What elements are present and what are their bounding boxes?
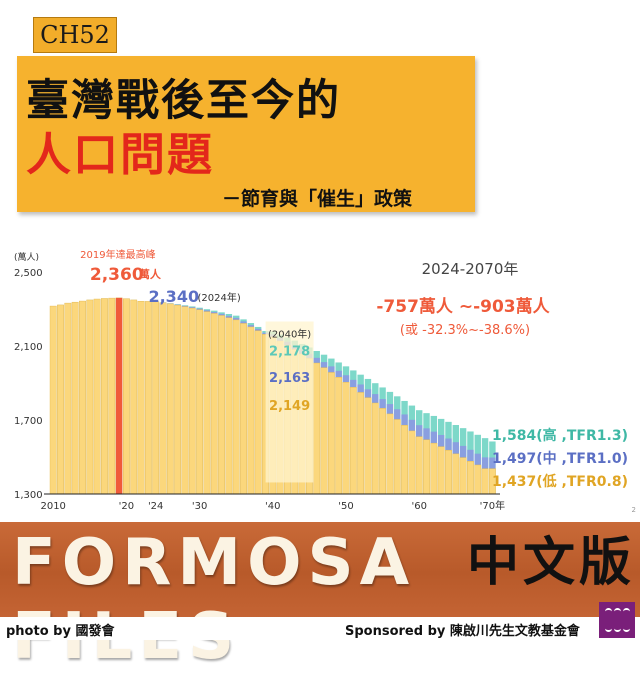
subtitle: －節育與「催生」政策 (222, 188, 413, 210)
bar-low-2064 (445, 449, 452, 495)
bar-low-2051 (349, 387, 357, 495)
bar-low-2048 (327, 372, 335, 495)
peak-title: 2019年達最高峰 (80, 248, 155, 261)
value-2040-high: 2,178 (269, 344, 310, 359)
x-tick-label: '24 (148, 501, 163, 512)
y-tick-label: 1,700 (14, 416, 43, 427)
title-line-2: 人口問題 (26, 128, 215, 181)
range-value: -757萬人 ~-903萬人 (376, 296, 550, 317)
bar-low-2052 (357, 392, 365, 495)
bar-low-2056 (386, 413, 394, 495)
page-number: 2 (632, 506, 636, 514)
range-title: 2024-2070年 (422, 260, 519, 278)
bar-low-2016 (93, 298, 101, 495)
sponsor-credit: Sponsored by 陳啟川先生文教基金會 (345, 624, 580, 639)
bar-low-2032 (210, 313, 218, 495)
end-label-low: 1,437(低 ,TFR0.8) (492, 473, 628, 490)
bar-low-2066 (459, 457, 467, 495)
bar-low-2046 (313, 362, 321, 495)
end-label-mid: 1,497(中 ,TFR1.0) (492, 450, 628, 467)
bar-low-2022 (137, 301, 145, 495)
bar-low-2035 (232, 319, 240, 495)
bar-low-2050 (342, 382, 350, 495)
bar-low-2062 (430, 442, 438, 495)
highlight-2040 (265, 321, 314, 483)
y-tick-label: 2,100 (14, 342, 43, 353)
bar-low-2053 (364, 397, 372, 495)
bar-low-2020 (122, 298, 130, 495)
bar-low-2037 (247, 326, 255, 495)
x-tick-label: '60 (411, 501, 426, 512)
x-tick-label: 2010 (40, 501, 65, 512)
banner (0, 522, 640, 624)
bar-low-2049 (335, 377, 343, 495)
bar-low-2047 (320, 367, 328, 495)
bar-low-2029 (188, 307, 196, 495)
bar-low-2018 (108, 297, 116, 495)
bar-low-2013 (71, 301, 79, 495)
x-tick-label: '50 (338, 501, 353, 512)
bars-group (49, 297, 496, 495)
x-tick-label: '70年 (480, 499, 505, 512)
value-2024: 2,340 (148, 287, 199, 306)
value-2040-low: 2,149 (269, 399, 310, 414)
bar-low-2011 (57, 304, 64, 495)
bar-low-2065 (452, 453, 460, 495)
bar-low-2060 (415, 436, 423, 495)
bar-low-2055 (379, 408, 386, 495)
bar-low-2023 (144, 301, 152, 495)
value-2040-mid: 2,163 (269, 371, 310, 386)
bar-low-2028 (181, 306, 189, 495)
bar-low-2036 (240, 323, 247, 495)
bar-low-2067 (467, 461, 474, 495)
bar-low-2031 (203, 311, 211, 495)
bar-peak-2019 (115, 297, 123, 494)
bar-low-2021 (130, 299, 138, 495)
value-2024-note: (2024年) (197, 291, 240, 304)
y-tick-label: 1,300 (14, 490, 43, 501)
bar-low-2058 (401, 424, 408, 495)
x-tick-label: '40 (265, 501, 280, 512)
bar-low-2068 (474, 464, 482, 495)
banner-edition: 中文版 (467, 532, 636, 593)
bar-low-2015 (86, 299, 94, 495)
bar-low-2012 (64, 302, 72, 495)
bar-low-2030 (196, 309, 203, 495)
x-tick-label: '20 (119, 501, 134, 512)
bar-low-2038 (254, 330, 262, 495)
bar-low-2054 (371, 402, 379, 495)
bar-low-2010 (49, 305, 57, 495)
end-label-high: 1,584(高 ,TFR1.3) (492, 427, 628, 444)
x-tick-label: '30 (192, 501, 207, 512)
peak-unit: 萬人 (139, 267, 162, 281)
y-tick-label: 2,500 (14, 268, 43, 279)
bar-low-2027 (174, 304, 182, 495)
bar-low-2069 (481, 468, 489, 495)
bar-low-2057 (393, 419, 401, 495)
bar-low-2059 (408, 430, 416, 495)
peak-value: 2,360 (90, 265, 144, 285)
bar-low-2024 (152, 301, 160, 495)
bar-low-2026 (166, 303, 174, 495)
label-2040: (2040年) (268, 327, 311, 340)
bar-low-2033 (218, 315, 225, 495)
bar-low-2034 (225, 317, 233, 495)
bar-low-2025 (159, 302, 167, 495)
foundation-logo-icon (599, 602, 635, 638)
title-line-1: 臺灣戰後至今的 (26, 76, 341, 126)
bar-low-2063 (437, 446, 445, 495)
bar-low-2014 (79, 300, 86, 495)
chapter-badge: CH52 (33, 17, 117, 53)
bar-low-2017 (101, 298, 108, 495)
title-box (17, 56, 475, 212)
bar-low-2061 (423, 439, 430, 495)
footer-strip (0, 617, 640, 640)
range-percent: (或 -32.3%~-38.6%) (400, 323, 530, 338)
photo-credit: photo by 國發會 (6, 624, 115, 639)
y-unit-label: (萬人) (14, 251, 39, 263)
